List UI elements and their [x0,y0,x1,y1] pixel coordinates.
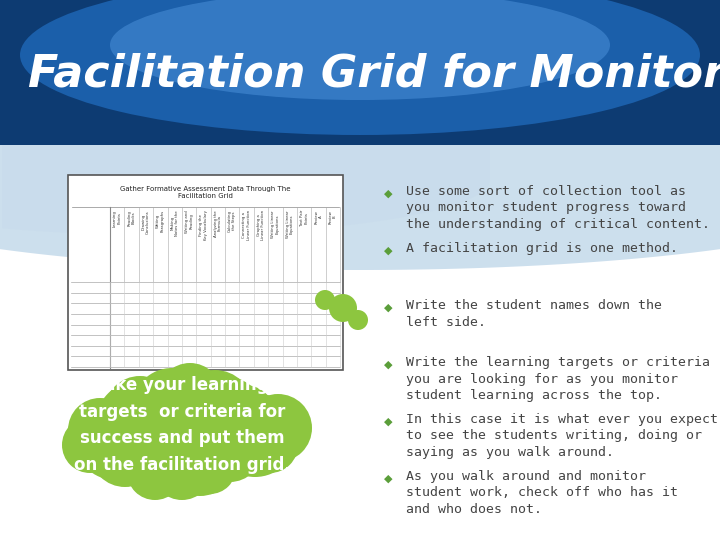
Circle shape [213,393,297,477]
Text: Text Pair
Points: Text Pair Points [300,210,308,226]
Text: Making
Notes for the: Making Notes for the [171,210,179,235]
Circle shape [68,398,132,462]
Circle shape [170,375,270,475]
Text: In this case it is what ever you expect
to see the students writing, doing or
sa: In this case it is what ever you expect … [406,413,718,459]
Text: Take your learning
targets  or criteria for
success and put them
on the facilita: Take your learning targets or criteria f… [73,376,290,474]
Polygon shape [0,145,720,270]
Text: Review
B: Review B [328,210,337,224]
Circle shape [125,425,195,495]
Text: Writing and
Reading: Writing and Reading [185,210,193,233]
Text: Connecting a
Linear Function: Connecting a Linear Function [243,210,251,240]
Circle shape [134,397,230,493]
Text: Writing
Paragraphs: Writing Paragraphs [156,210,164,232]
Circle shape [329,294,357,322]
Text: Write the student names down the
left side.: Write the student names down the left si… [406,299,662,328]
Text: Reading
Blocks: Reading Blocks [127,210,135,226]
Circle shape [93,378,197,482]
Bar [68,175,343,370]
Circle shape [75,400,155,480]
Bar [0,0,720,145]
Circle shape [162,420,238,496]
Text: Facilitation Grid for Monitoring: Facilitation Grid for Monitoring [28,53,720,97]
Text: Learning
Points: Learning Points [113,210,122,227]
Circle shape [198,418,262,482]
Text: ◆: ◆ [384,303,392,313]
Text: Graphing a
Linear Function: Graphing a Linear Function [257,210,265,240]
Text: As you walk around and monitor
student work, check off who has it
and who does n: As you walk around and monitor student w… [406,470,678,516]
Circle shape [315,290,335,310]
Text: ◆: ◆ [384,189,392,199]
Text: Analyzing the
Formula: Analyzing the Formula [214,210,222,237]
Text: Review
A: Review A [315,210,323,224]
Text: Finding the
Key Vocabulary: Finding the Key Vocabulary [199,210,207,240]
Text: ◆: ◆ [384,246,392,256]
Text: ◆: ◆ [384,474,392,484]
Circle shape [348,310,368,330]
Circle shape [242,417,298,473]
Ellipse shape [20,0,700,135]
Text: Calculating
the Steps: Calculating the Steps [228,210,236,232]
Text: Gather Formative Assessment Data Through The
Facilitation Grid: Gather Formative Assessment Data Through… [120,186,291,199]
Text: Writing Linear
Equations: Writing Linear Equations [286,210,294,238]
Text: A facilitation grid is one method.: A facilitation grid is one method. [406,242,678,255]
Circle shape [244,394,312,462]
Circle shape [104,376,176,448]
Circle shape [184,442,236,494]
Circle shape [215,385,275,445]
Text: Use some sort of collection tool as
you monitor student progress toward
the unde: Use some sort of collection tool as you … [406,185,710,231]
Text: ◆: ◆ [384,417,392,427]
Circle shape [177,370,253,446]
Text: Write the learning targets or criteria
you are looking for as you monitor
studen: Write the learning targets or criteria y… [406,356,710,402]
Ellipse shape [110,0,610,100]
Circle shape [132,368,212,448]
Circle shape [152,440,212,500]
Text: Writing Linear
Equations: Writing Linear Equations [271,210,279,238]
Text: ◆: ◆ [384,360,392,370]
Circle shape [127,444,183,500]
Circle shape [158,363,222,427]
Text: Drawing
Conclusions: Drawing Conclusions [142,210,150,234]
Circle shape [90,417,160,487]
Polygon shape [2,145,490,235]
Circle shape [62,417,118,473]
